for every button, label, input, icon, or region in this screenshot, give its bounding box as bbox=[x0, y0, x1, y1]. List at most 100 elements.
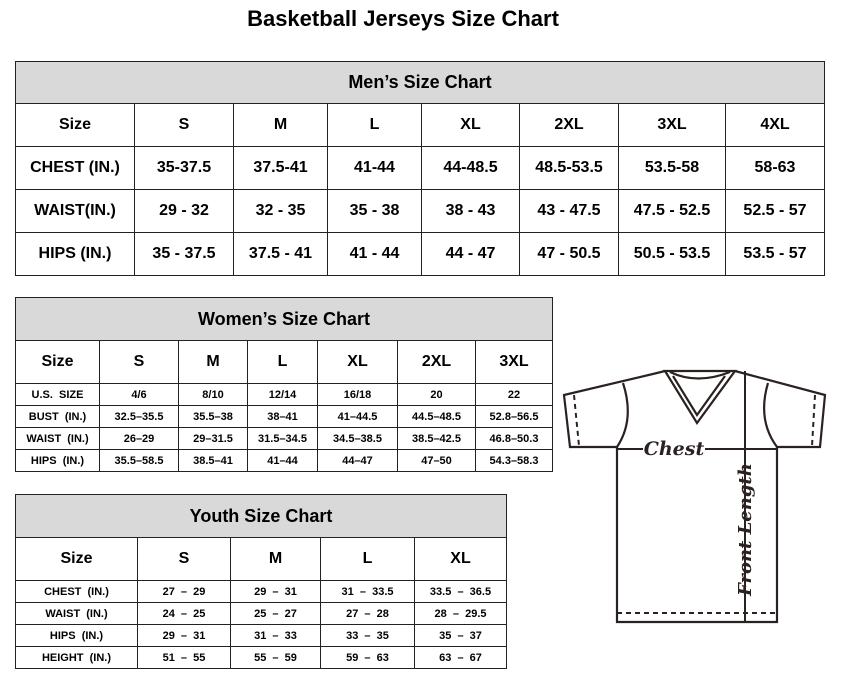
table-row: HIPS (IN.) 35.5–58.5 38.5–41 41–44 44–47 47–5… bbox=[15, 449, 554, 472]
table-cell: 38–41 bbox=[247, 405, 318, 428]
table-cell: 46.8–50.3 bbox=[474, 427, 554, 450]
header-cell: 2XL bbox=[397, 340, 476, 384]
table-cell: 16/18 bbox=[317, 383, 398, 406]
header-cell: 3XL bbox=[618, 103, 726, 147]
table-cell: 54.3–58.3 bbox=[474, 449, 554, 472]
table-cell: 41 - 44 bbox=[327, 232, 422, 276]
measure-lines bbox=[617, 371, 777, 622]
table-cell: 28 – 29.5 bbox=[413, 602, 508, 625]
table-cell: 52.5 - 57 bbox=[725, 189, 825, 233]
table-row: WAIST (IN.) 24 – 25 25 – 27 27 – 28 28 – 29.… bbox=[15, 602, 508, 625]
seam-lines bbox=[573, 394, 816, 614]
header-cell: M bbox=[230, 537, 321, 581]
table-row: U.S. SIZE 4/6 8/10 12/14 16/18 20 22 bbox=[15, 383, 554, 406]
row-label: U.S. SIZE bbox=[15, 383, 100, 406]
table-cell: 37.5-41 bbox=[233, 146, 328, 190]
header-cell: 2XL bbox=[519, 103, 619, 147]
table-cell: 50.5 - 53.5 bbox=[618, 232, 726, 276]
women-chart-caption: Women’s Size Chart bbox=[14, 297, 554, 341]
table-cell: 33.5 – 36.5 bbox=[413, 580, 508, 603]
table-cell: 37.5 - 41 bbox=[233, 232, 328, 276]
table-cell: 35.5–58.5 bbox=[99, 449, 179, 472]
row-label: HIPS (IN.) bbox=[15, 449, 100, 472]
table-cell: 29 – 31 bbox=[137, 624, 231, 647]
table-cell: 31 – 33.5 bbox=[320, 580, 415, 603]
table-cell: 22 bbox=[474, 383, 554, 406]
table-row: CHEST (IN.) 35-37.5 37.5-41 41-44 44-48.5 48.… bbox=[15, 146, 825, 190]
row-label: WAIST(IN.) bbox=[15, 189, 135, 233]
table-cell: 35.5–38 bbox=[178, 405, 248, 428]
header-cell: L bbox=[320, 537, 415, 581]
table-row: HIPS (IN.) 35 - 37.5 37.5 - 41 41 - 44 44 - … bbox=[15, 232, 825, 276]
header-cell: XL bbox=[317, 340, 398, 384]
table-cell: 38 - 43 bbox=[421, 189, 520, 233]
header-cell: S bbox=[134, 103, 234, 147]
shirt-outline-icon bbox=[562, 369, 827, 624]
chest-label: Chest bbox=[644, 438, 705, 460]
table-cell: 41–44.5 bbox=[317, 405, 398, 428]
header-cell: M bbox=[178, 340, 248, 384]
table-cell: 44.5–48.5 bbox=[397, 405, 476, 428]
table-cell: 47.5 - 52.5 bbox=[618, 189, 726, 233]
header-cell: S bbox=[99, 340, 179, 384]
header-cell: XL bbox=[421, 103, 520, 147]
table-cell: 31.5–34.5 bbox=[247, 427, 318, 450]
table-cell: 32 - 35 bbox=[233, 189, 328, 233]
table-cell: 35 - 37.5 bbox=[134, 232, 234, 276]
table-cell: 53.5 - 57 bbox=[725, 232, 825, 276]
table-cell: 27 – 29 bbox=[137, 580, 231, 603]
row-label: HIPS (IN.) bbox=[15, 232, 135, 276]
youth-size-table: Youth Size Chart Size S M L XL CHEST (IN.) 27 –… bbox=[14, 494, 508, 669]
table-cell: 51 – 55 bbox=[137, 646, 231, 669]
header-row: Size S M L XL 2XL 3XL 4XL bbox=[15, 103, 825, 147]
row-label: WAIST (IN.) bbox=[15, 427, 100, 450]
row-label: HIPS (IN.) bbox=[15, 624, 138, 647]
row-label: CHEST (IN.) bbox=[15, 580, 138, 603]
table-cell: 55 – 59 bbox=[230, 646, 321, 669]
table-cell: 29–31.5 bbox=[178, 427, 248, 450]
womens-size-table: Women’s Size Chart Size S M L XL 2XL 3XL U.S. SI… bbox=[14, 297, 554, 472]
table-row: CHEST (IN.) 27 – 29 29 – 31 31 – 33.5 33.5 –… bbox=[15, 580, 508, 603]
table-cell: 29 – 31 bbox=[230, 580, 321, 603]
table-cell: 63 – 67 bbox=[413, 646, 508, 669]
table-row: WAIST(IN.) 29 - 32 32 - 35 35 - 38 38 - 43 43… bbox=[15, 189, 825, 233]
table-cell: 44-48.5 bbox=[421, 146, 520, 190]
table-cell: 25 – 27 bbox=[230, 602, 321, 625]
row-label: CHEST (IN.) bbox=[15, 146, 135, 190]
table-cell: 24 – 25 bbox=[137, 602, 231, 625]
header-cell: L bbox=[247, 340, 318, 384]
header-cell: Size bbox=[15, 103, 135, 147]
table-cell: 52.8–56.5 bbox=[474, 405, 554, 428]
header-cell: Size bbox=[15, 340, 100, 384]
header-cell: M bbox=[233, 103, 328, 147]
men-chart-caption: Men’s Size Chart bbox=[15, 61, 825, 104]
table-row: BUST (IN.) 32.5–35.5 35.5–38 38–41 41–44.5 44… bbox=[15, 405, 554, 428]
table-cell: 47 - 50.5 bbox=[519, 232, 619, 276]
table-cell: 33 – 35 bbox=[320, 624, 415, 647]
header-cell: 3XL bbox=[474, 340, 554, 384]
table-cell: 43 - 47.5 bbox=[519, 189, 619, 233]
header-cell: Size bbox=[15, 537, 138, 581]
header-cell: XL bbox=[413, 537, 508, 581]
row-label: BUST (IN.) bbox=[15, 405, 100, 428]
table-row: HIPS (IN.) 29 – 31 31 – 33 33 – 35 35 – 37 bbox=[15, 624, 508, 647]
table-cell: 41-44 bbox=[327, 146, 422, 190]
table-cell: 35 - 38 bbox=[327, 189, 422, 233]
table-cell: 35 – 37 bbox=[413, 624, 508, 647]
page-title: Basketball Jerseys Size Chart bbox=[247, 6, 559, 31]
table-cell: 31 – 33 bbox=[230, 624, 321, 647]
row-label: WAIST (IN.) bbox=[15, 602, 138, 625]
table-cell: 20 bbox=[397, 383, 476, 406]
youth-chart-caption: Youth Size Chart bbox=[14, 494, 508, 538]
table-cell: 47–50 bbox=[397, 449, 476, 472]
row-label: HEIGHT (IN.) bbox=[15, 646, 138, 669]
jersey-diagram: Chest Front Length bbox=[562, 369, 827, 624]
table-cell: 41–44 bbox=[247, 449, 318, 472]
table-row: WAIST (IN.) 26–29 29–31.5 31.5–34.5 34.5–38.… bbox=[15, 427, 554, 450]
table-cell: 32.5–35.5 bbox=[99, 405, 179, 428]
table-cell: 58-63 bbox=[725, 146, 825, 190]
table-cell: 35-37.5 bbox=[134, 146, 234, 190]
header-cell: S bbox=[137, 537, 231, 581]
header-row: Size S M L XL 2XL 3XL bbox=[15, 340, 554, 384]
table-cell: 59 – 63 bbox=[320, 646, 415, 669]
